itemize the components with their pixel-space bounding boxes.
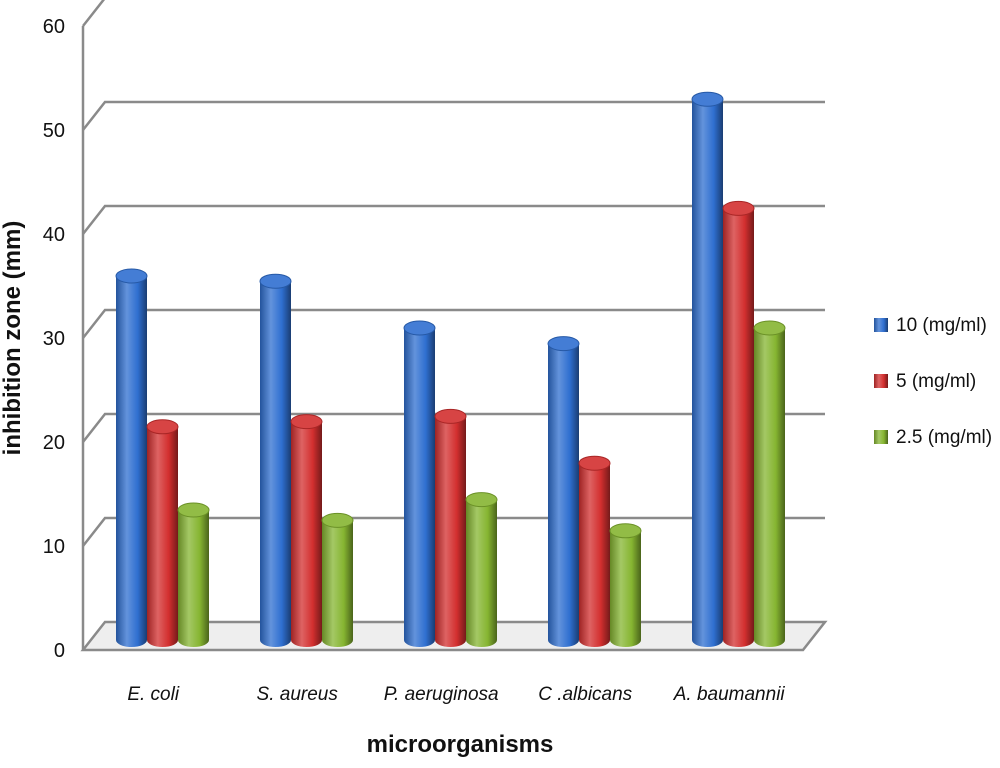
- legend-swatch: [874, 374, 888, 388]
- bar: [465, 492, 498, 647]
- y-tick-label: 10: [43, 536, 65, 558]
- gridline: [82, 0, 106, 27]
- bar-cap: [259, 273, 292, 289]
- bar-body: [178, 510, 209, 647]
- gridline: [82, 308, 825, 339]
- bar-cap: [403, 320, 436, 336]
- bar: [259, 273, 292, 647]
- y-axis-ticks: 0 10 20 30 40 50 60: [43, 16, 65, 662]
- x-category-label: A. baumannii: [673, 684, 786, 705]
- legend-item: 10 (mg/ml): [874, 315, 987, 336]
- bar: [146, 419, 179, 647]
- bar: [578, 455, 611, 647]
- legend-item: 2.5 (mg/ml): [874, 427, 992, 448]
- bar-cap: [146, 419, 179, 435]
- bar-body: [435, 416, 466, 647]
- y-tick-label: 50: [43, 120, 65, 142]
- bar-cap: [578, 455, 611, 471]
- y-axis-title: inhibition zone (mm): [0, 221, 26, 456]
- y-tick-label: 20: [43, 432, 65, 454]
- bar-cap: [321, 512, 354, 528]
- bar-body: [147, 426, 178, 647]
- x-category-label: E. coli: [127, 684, 180, 705]
- bar: [547, 336, 580, 647]
- bar-body: [116, 276, 147, 647]
- x-axis-title: microorganisms: [367, 731, 554, 758]
- bar-cap: [115, 268, 148, 284]
- bar-body: [692, 99, 723, 647]
- bar-cap: [609, 523, 642, 539]
- bar-cap: [434, 408, 467, 424]
- bar: [403, 320, 436, 647]
- bar-body: [322, 520, 353, 647]
- bar: [115, 268, 148, 647]
- bar-cap: [465, 492, 498, 508]
- bar-body: [610, 530, 641, 647]
- gridline: [82, 412, 825, 443]
- x-category-label: S. aureus: [257, 684, 339, 705]
- bar-cap: [722, 200, 755, 216]
- bar-body: [260, 281, 291, 647]
- x-category-label: P. aeruginosa: [384, 684, 499, 705]
- legend-label: 10 (mg/ml): [896, 315, 987, 336]
- bar-body: [291, 421, 322, 647]
- legend: 10 (mg/ml) 5 (mg/ml) 2.5 (mg/ml): [874, 315, 992, 448]
- bar: [753, 320, 786, 647]
- bar-cap: [547, 336, 580, 352]
- y-tick-label: 0: [54, 640, 65, 662]
- bar-cap: [753, 320, 786, 336]
- bar-cap: [290, 414, 323, 430]
- bar-cap: [691, 91, 724, 107]
- legend-label: 2.5 (mg/ml): [896, 427, 992, 448]
- bar-body: [754, 328, 785, 647]
- bar-body: [723, 208, 754, 647]
- bar: [609, 523, 642, 647]
- bar-cap: [177, 502, 210, 518]
- bar: [177, 502, 210, 647]
- bar: [434, 408, 467, 647]
- bars: [115, 91, 786, 647]
- bar: [722, 200, 755, 647]
- legend-swatch: [874, 318, 888, 332]
- bar-body: [404, 328, 435, 647]
- bar-body: [548, 343, 579, 647]
- legend-item: 5 (mg/ml): [874, 371, 976, 392]
- bar: [691, 91, 724, 647]
- y-tick-label: 40: [43, 224, 65, 246]
- gridline: [82, 100, 825, 131]
- legend-swatch: [874, 430, 888, 444]
- y-tick-label: 30: [43, 328, 65, 350]
- gridlines: [81, 0, 825, 650]
- x-category-label: C .albicans: [538, 684, 632, 705]
- bar-body: [466, 499, 497, 647]
- bar: [290, 414, 323, 647]
- bar-body: [579, 463, 610, 647]
- y-tick-label: 60: [43, 16, 65, 38]
- x-axis-categories: E. coli S. aureus P. aeruginosa C .albicans…: [127, 684, 785, 705]
- legend-label: 5 (mg/ml): [896, 371, 976, 392]
- bar: [321, 512, 354, 647]
- gridline: [82, 204, 825, 235]
